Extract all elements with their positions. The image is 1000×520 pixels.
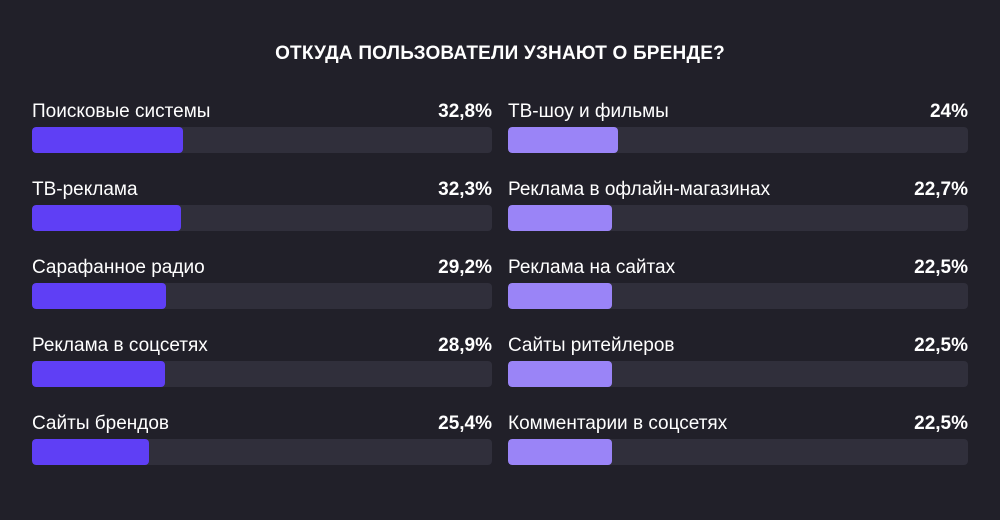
bar-fill: [32, 127, 183, 153]
bar-fill: [508, 127, 619, 153]
bar-track: [32, 205, 492, 231]
bar-label: Комментарии в соцсетях: [508, 413, 728, 434]
chart-title: ОТКУДА ПОЛЬЗОВАТЕЛИ УЗНАЮТ О БРЕНДЕ?: [275, 43, 725, 64]
bar-track: [32, 127, 492, 153]
bar-value: 25,4%: [438, 413, 492, 434]
bar-item: Сарафанное радио 29,2%: [32, 254, 492, 332]
bar-track: [508, 361, 968, 387]
bar-label: Сарафанное радио: [32, 257, 205, 278]
bar-value: 22,5%: [914, 257, 968, 278]
bar-item: Реклама в соцсетях 28,9%: [32, 332, 492, 410]
bar-track: [508, 439, 968, 465]
bar-track: [508, 283, 968, 309]
bar-label: Поисковые системы: [32, 101, 211, 122]
left-column: Поисковые системы 32,8% ТВ-реклама 32,3%…: [32, 98, 492, 488]
bar-item: Сайты ритейлеров 22,5%: [508, 332, 968, 410]
bar-item: Поисковые системы 32,8%: [32, 98, 492, 176]
bar-value: 24%: [929, 101, 968, 122]
bar-fill: [508, 361, 612, 387]
bar-item: Реклама на сайтах 22,5%: [508, 254, 968, 332]
bar-item: ТВ-шоу и фильмы 24%: [508, 98, 968, 176]
bar-label: Реклама в соцсетях: [32, 335, 208, 356]
bar-fill: [508, 205, 613, 231]
bar-fill: [508, 439, 612, 465]
bar-label: ТВ-шоу и фильмы: [508, 101, 669, 122]
bar-value: 28,9%: [438, 335, 492, 356]
bar-fill: [32, 283, 167, 309]
bar-value: 32,3%: [438, 179, 492, 200]
bar-label: ТВ-реклама: [32, 179, 138, 200]
bar-track: [32, 283, 492, 309]
bar-item: ТВ-реклама 32,3%: [32, 176, 492, 254]
bar-fill: [508, 283, 612, 309]
bar-item: Комментарии в соцсетях 22,5%: [508, 410, 968, 488]
bar-value: 22,5%: [914, 413, 968, 434]
bar-value: 22,5%: [914, 335, 968, 356]
bar-label: Реклама в офлайн-магазинах: [508, 179, 771, 200]
bar-track: [508, 205, 968, 231]
bar-item: Реклама в офлайн-магазинах 22,7%: [508, 176, 968, 254]
bar-fill: [32, 205, 181, 231]
right-column: ТВ-шоу и фильмы 24% Реклама в офлайн-маг…: [508, 98, 968, 488]
bar-track: [32, 361, 492, 387]
bar-label: Реклама на сайтах: [508, 257, 676, 278]
bar-fill: [32, 361, 165, 387]
bar-value: 32,8%: [438, 101, 492, 122]
bar-track: [32, 439, 492, 465]
bar-track: [508, 127, 968, 153]
bar-item: Сайты брендов 25,4%: [32, 410, 492, 488]
bar-label: Сайты ритейлеров: [508, 335, 675, 356]
bar-label: Сайты брендов: [32, 413, 170, 434]
bar-fill: [32, 439, 149, 465]
bar-value: 22,7%: [914, 179, 968, 200]
bar-value: 29,2%: [438, 257, 492, 278]
